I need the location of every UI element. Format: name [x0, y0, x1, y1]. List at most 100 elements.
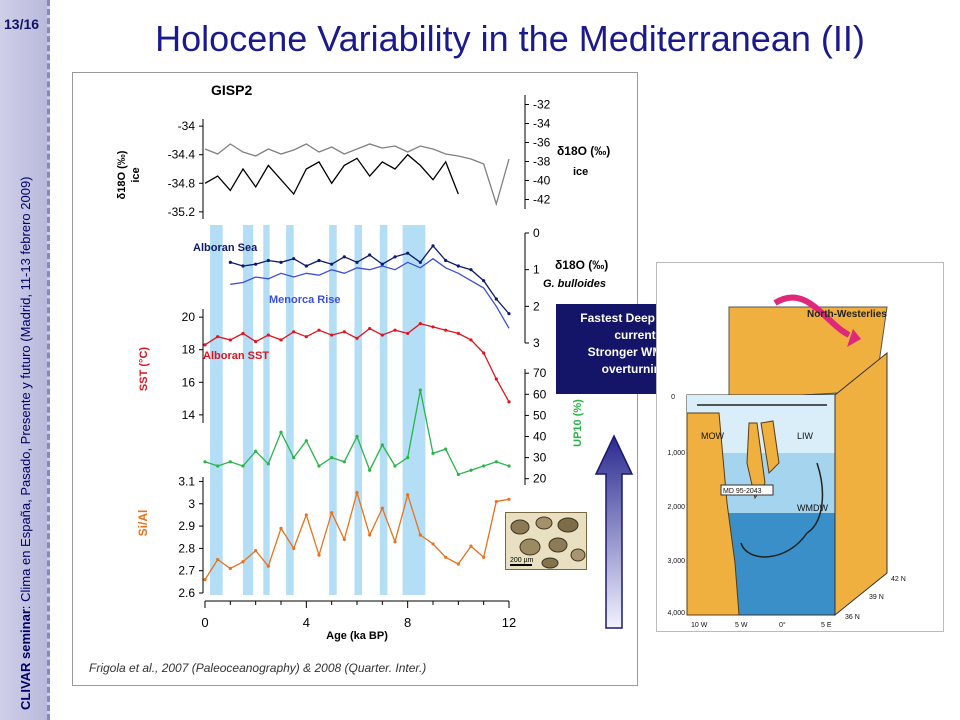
up10-tick-label: 60 [533, 387, 547, 401]
sst-series-point [494, 377, 498, 381]
si-al-series-point [342, 537, 346, 542]
up10-tick-label: 50 [533, 408, 547, 422]
alboran-sea-series-point [292, 257, 296, 261]
x-tick-label: 4 [303, 615, 310, 630]
gisp-left-tick-label: -34.8 [168, 176, 196, 190]
highlight-band [379, 225, 388, 595]
page-number: 13/16 [4, 16, 40, 32]
sst-series-point [228, 338, 232, 342]
alboran-sea-series-point [380, 262, 384, 266]
up10-series-point [228, 460, 232, 464]
up10-series-point [292, 455, 296, 460]
up10-series-point [456, 472, 460, 477]
scale-bar-label: 200 µm [510, 557, 534, 564]
gisp-right-tick-label: -38 [533, 155, 551, 169]
highlight-band [286, 225, 294, 595]
alboran-sea-series-point [494, 297, 498, 301]
alboran-sea-series-point [418, 260, 422, 264]
alboran-sea-series-point [317, 258, 321, 263]
si-al-series-point [507, 497, 511, 501]
latitude-tick: 42 N [891, 576, 906, 583]
up10-tick-label: 70 [533, 366, 547, 380]
alboran-sea-series-point [456, 264, 460, 268]
highlight-band [243, 225, 254, 595]
menorca-rise-series [230, 257, 510, 329]
si-al-series-point [469, 544, 473, 548]
up10-series-point [241, 464, 245, 468]
alboran-sea-series-point [241, 264, 245, 268]
si-al-tick-label: 3.1 [178, 474, 195, 488]
gisp-left-tick-label: -34 [178, 119, 196, 133]
longitude-tick: 0° [779, 621, 786, 629]
gisp-right-tick-label: -36 [533, 136, 551, 150]
gisp-right-tick-label: -34 [533, 117, 551, 131]
highlight-band [354, 225, 363, 595]
gisp-right-tick-label: -32 [533, 98, 551, 112]
seminar-details: : Clima en España, Pasado, Presente y fu… [18, 176, 33, 610]
si-al-series-point [228, 566, 232, 571]
core-label: MD 95-2043 [723, 488, 762, 495]
si-al-series-point [418, 533, 422, 537]
alboran-sea-series-point [304, 264, 308, 268]
up10-series-point [507, 464, 511, 468]
si-al-series-point [330, 511, 334, 515]
up10-series-point [418, 388, 422, 392]
sst-series-point [355, 336, 359, 340]
sst-series-point [456, 331, 460, 336]
si-al-series-point [254, 549, 258, 553]
sst-series-point [203, 343, 207, 347]
si-al-series-point [266, 564, 270, 568]
sst-series-point [406, 331, 410, 336]
proxy-chart: -34-34.4-34.8-35.2-32-34-36-38-40-420123… [116, 82, 610, 642]
up10-series-point [469, 468, 473, 472]
sst-series-point [279, 338, 283, 342]
longitude-tick: 5 W [735, 622, 748, 629]
sst-series-point [317, 328, 321, 332]
alboran-sea-series-point [482, 279, 486, 283]
longitude-tick: 5 E [821, 622, 832, 629]
up10-axis-label: UP10 (%) [572, 399, 584, 447]
up10-series-point [216, 464, 220, 468]
sst-series-point [418, 322, 422, 326]
depth-tick: 3,000 [667, 558, 685, 565]
sst-tick-label: 18 [182, 343, 196, 357]
si-al-series-point [216, 557, 220, 562]
sst-tick-label: 16 [182, 375, 196, 389]
callout-line: current [614, 328, 656, 342]
gisp-right-axis-label: δ18O (‰) [557, 144, 610, 158]
up10-series-point [317, 464, 321, 468]
highlight-band [263, 225, 270, 595]
seminar-name: CLIVAR seminar [18, 609, 33, 710]
bulloides-axis-label: δ18O (‰) [555, 258, 608, 272]
gisp-right-axis-sublabel: ice [573, 166, 588, 178]
gisp2-lower-series [204, 153, 459, 196]
sst-series-point [254, 339, 258, 344]
alboran-sea-series-point [368, 253, 372, 257]
sst-series-point [444, 328, 448, 332]
sst-series-point [482, 351, 486, 355]
gisp2-title: GISP2 [211, 82, 252, 98]
bulloides-tick-label: 2 [533, 299, 540, 313]
alboran-sea-series-point [393, 255, 397, 259]
alboran-sea-series-point [507, 312, 511, 316]
water-mass-liw: LIW [797, 431, 814, 441]
up10-series-point [482, 464, 486, 468]
sst-series-point [368, 326, 372, 331]
sst-series-point [380, 333, 384, 337]
up10-series-point [279, 430, 283, 434]
up10-series-point [393, 464, 397, 468]
alboran-sea-label: Alboran Sea [193, 242, 258, 254]
side-banner: 13/16 CLIVAR seminar: Clima en España, P… [0, 0, 50, 720]
alboran-sea-series-point [431, 244, 435, 248]
up10-tick-label: 20 [533, 472, 547, 486]
gisp-left-axis-label: δ18O (‰) [116, 150, 128, 199]
si-al-tick-label: 2.7 [178, 564, 195, 578]
sst-axis-label: SST (°C) [138, 347, 150, 391]
si-al-series-point [444, 555, 448, 559]
si-al-series-point [380, 506, 384, 510]
sst-series-point [330, 333, 334, 337]
sst-series-point [342, 330, 346, 334]
depth-tick: 1,000 [667, 450, 685, 457]
si-al-tick-label: 2.9 [178, 519, 195, 533]
longitude-tick: 10 W [691, 622, 708, 629]
